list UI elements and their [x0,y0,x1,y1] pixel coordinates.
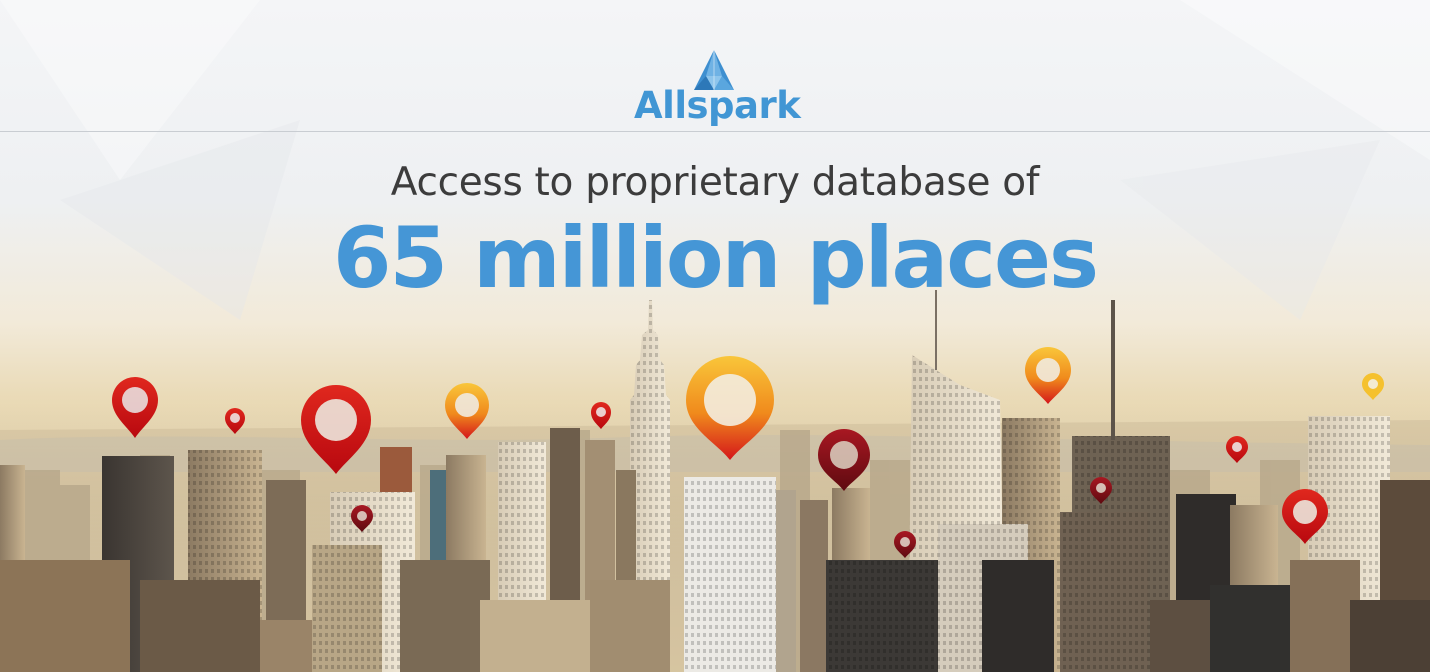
map-pin-icon [1226,436,1248,463]
brand-name: Allspark [634,84,801,127]
highlight-stat: 65 million places [333,209,1099,307]
map-pin-icon [591,402,611,429]
map-pin-icon [225,408,245,434]
map-pin-icon [1090,477,1112,504]
map-pin-icon [894,531,916,558]
map-pin-icon [686,356,774,460]
headline: Access to proprietary database of [390,160,1040,205]
map-pin-icon [351,505,373,532]
map-pin-icon [1362,373,1384,400]
allspark-logo: Allspark [634,48,801,138]
map-pins [112,347,1384,558]
header-divider [0,131,1430,132]
map-pin-icon [1025,347,1071,404]
map-pin-icon [445,383,489,439]
map-pin-icon [1282,489,1328,544]
allspark-logo-icon [694,50,734,90]
map-pin-icon [301,385,371,474]
sky-polygons [0,0,1430,320]
foreground-buildings [0,512,1430,672]
map-pin-icon [818,429,870,491]
map-pin-icon [112,377,158,438]
